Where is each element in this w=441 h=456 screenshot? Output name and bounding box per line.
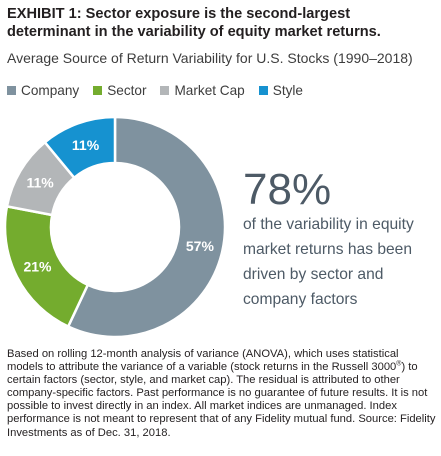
footnote: Based on rolling 12-month analysis of va… (7, 348, 437, 440)
data-label-company: 57% (186, 238, 215, 254)
data-label-sector: 21% (23, 258, 52, 274)
chart-legend: Company Sector Market Cap Style (7, 81, 303, 99)
footnote-part-2: ) to certain factors (sector, style, and… (7, 361, 436, 439)
legend-label-market-cap: Market Cap (174, 82, 245, 98)
legend-item-style: Style (258, 82, 303, 98)
chart-subtitle: Average Source of Return Variability for… (7, 50, 413, 66)
legend-label-style: Style (272, 82, 303, 98)
data-label-market-cap: 11% (26, 175, 54, 191)
footnote-part-1: Based on rolling 12-month analysis of va… (7, 348, 399, 374)
legend-item-sector: Sector (93, 83, 146, 98)
donut-chart: 57% 21% 11% 11% (3, 115, 227, 339)
legend-label-sector: Sector (107, 82, 147, 98)
legend-swatch-market-cap (160, 85, 170, 95)
legend-swatch-style (258, 85, 268, 95)
legend-swatch-company (7, 85, 16, 95)
chart-title: EXHIBIT 1: Sector exposure is the second… (7, 6, 381, 40)
callout-text: of the variability in equity market retu… (243, 216, 414, 308)
slice-company (66, 115, 227, 339)
slice-style (43, 115, 117, 180)
legend-label-company: Company (21, 82, 80, 98)
registered-mark: ® (396, 360, 402, 368)
legend-item-market-cap: Market Cap (160, 82, 245, 98)
data-label-style: 11% (72, 137, 100, 153)
callout-value: 78% (243, 165, 332, 214)
legend-item-company: Company (7, 83, 79, 98)
legend-swatch-sector (93, 85, 103, 95)
